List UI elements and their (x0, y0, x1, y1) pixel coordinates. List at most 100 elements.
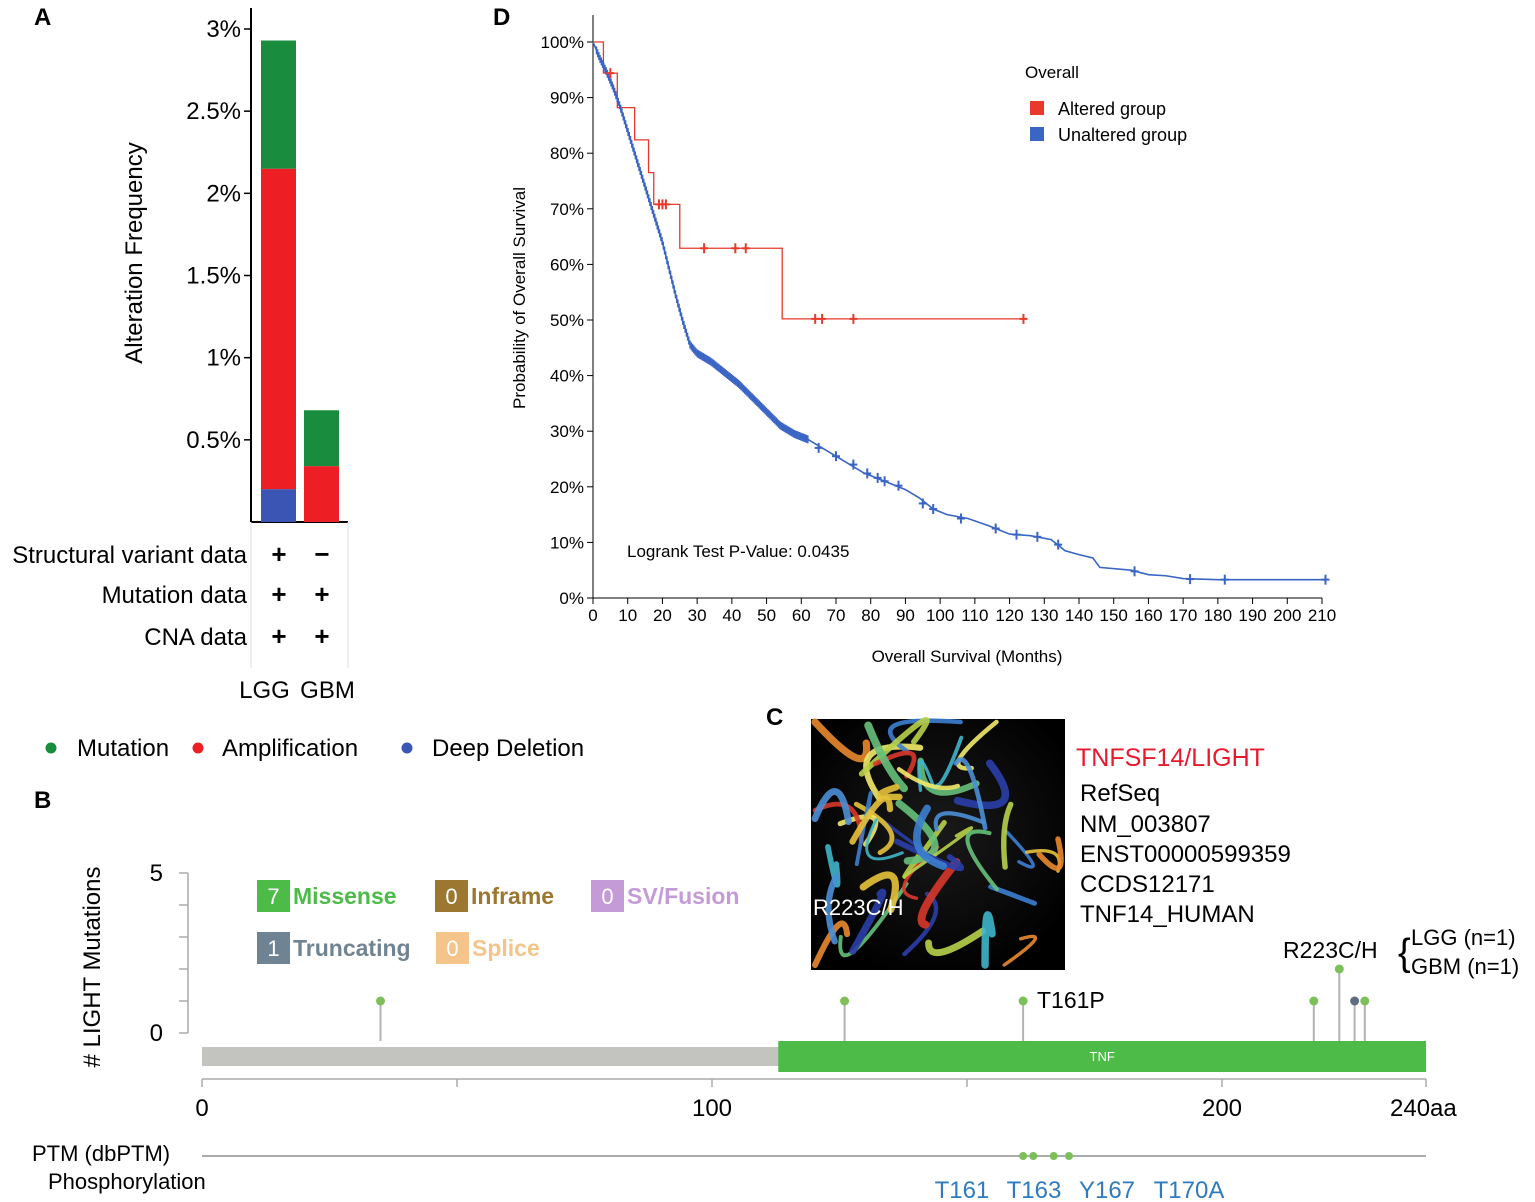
ptm-site-dot (1019, 1152, 1028, 1160)
panel-b-lollipop: # LIGHT Mutations 05 7 Missense 0 Inframe 0 S… (32, 860, 1519, 1202)
panel-d-survival-chart: 0% 10% 20% 30% 40% 50% 60% 70% 80% 90% 100% 0 10 20 30… (510, 15, 1336, 666)
panel-a-row-value: + (271, 539, 286, 569)
legend-label-mutation: Mutation (77, 735, 169, 762)
annotation-brace: { (1398, 932, 1411, 974)
panel-a-bar-chart: Alteration Frequency 0.5%1%1.5%2%2.5%3% … (12, 8, 584, 762)
panel-d-xtick-label: 0 (588, 606, 597, 625)
panel-d-ytick-label: 90% (550, 89, 584, 108)
info-refseq-title: RefSeq (1080, 780, 1160, 807)
protein-ribbon (935, 735, 964, 788)
legend-box-missense (257, 880, 290, 912)
legend-label-sv-fusion: SV/Fusion (627, 883, 739, 909)
lollipop-head-missense[interactable] (1360, 996, 1370, 1006)
protein-ribbon (1002, 934, 1038, 967)
info-ccds-id: CCDS12171 (1080, 871, 1215, 898)
km-curve-altered-group (593, 41, 1024, 320)
panel-label-d: D (493, 4, 510, 31)
legend-count: 1 (267, 936, 279, 961)
ptm-site-label: T170A (1154, 1177, 1225, 1202)
panel-d-xtick-label: 90 (896, 606, 915, 625)
legend-swatch-mutation (45, 742, 57, 754)
panel-d-xtick-label: 80 (861, 606, 880, 625)
legend-count: 0 (445, 884, 457, 909)
legend-label-unaltered-group: Unaltered group (1058, 125, 1187, 145)
bar-lgg-deep-deletion (261, 489, 296, 522)
structure-mutation-label: R223C/H (813, 895, 903, 920)
lollipop-head-missense[interactable] (840, 996, 850, 1006)
panel-d-xtick-label: 60 (792, 606, 811, 625)
legend-swatch-altered-group (1030, 101, 1044, 115)
protein-ribbon (913, 804, 948, 870)
info-ensembl-id: ENST00000599359 (1080, 841, 1291, 868)
protein-ribbon (965, 829, 999, 892)
panel-d-ytick-label: 100% (541, 33, 584, 52)
legend-label-amplification: Amplification (222, 735, 358, 762)
protein-ribbon (933, 811, 987, 832)
panel-d-ytick-label: 80% (550, 144, 584, 163)
panel-d-xtick-label: 50 (757, 606, 776, 625)
legend-count: 7 (267, 884, 279, 909)
protein-ribbon (811, 718, 871, 763)
panel-d-ytick-label: 0% (559, 589, 584, 608)
km-curve-unaltered-group (592, 41, 1326, 581)
panel-a-row-value: + (314, 621, 329, 651)
protein-ribbons (811, 716, 1064, 969)
panel-d-xlabel: Overall Survival (Months) (872, 647, 1063, 666)
legend-label-truncating: Truncating (293, 935, 411, 961)
annotation-gbm: GBM (n=1) (1411, 954, 1519, 979)
panel-b-ytick-label: 5 (150, 860, 163, 887)
protein-ribbon (1004, 829, 1035, 869)
ptm-title: PTM (dbPTM) (32, 1141, 170, 1166)
panel-d-xtick-label: 170 (1169, 606, 1197, 625)
panel-d-xtick-label: 70 (827, 606, 846, 625)
legend-count: 0 (601, 884, 613, 909)
ptm-site-label: T161 (935, 1177, 990, 1202)
lollipop-head-missense[interactable] (1018, 996, 1028, 1006)
panel-d-ytick-label: 30% (550, 422, 584, 441)
legend-label-altered-group: Altered group (1058, 99, 1166, 119)
panel-d-ytick-label: 70% (550, 200, 584, 219)
protein-ribbon (825, 873, 840, 945)
panel-label-c: C (766, 704, 783, 731)
panel-d-xtick-label: 40 (722, 606, 741, 625)
panel-d-xtick-label: 140 (1065, 606, 1093, 625)
legend-box-truncating (257, 932, 290, 964)
panel-d-xtick-label: 120 (995, 606, 1023, 625)
bar-gbm-mutation (304, 410, 339, 467)
panel-d-ylabel: Probability of Overall Survival (510, 187, 529, 409)
protein-ribbon (825, 844, 841, 888)
protein-ribbon (895, 799, 939, 865)
protein-ribbon (925, 927, 987, 957)
ptm-site-label: Y167 (1079, 1177, 1135, 1202)
lollipop-head-missense[interactable] (1309, 996, 1319, 1006)
panel-d-legend-title: Overall (1025, 63, 1079, 82)
panel-d-xtick-label: 180 (1204, 606, 1232, 625)
protein-ribbon (1001, 801, 1014, 870)
panel-b-ylabel: # LIGHT Mutations (79, 867, 106, 1068)
panel-a-row-value: − (314, 539, 329, 569)
panel-a-row-label: Mutation data (102, 582, 248, 609)
panel-c-structure: R223C/H TNFSF14/LIGHT RefSeq NM_003807 E… (811, 716, 1291, 970)
panel-a-row-label: Structural variant data (12, 542, 247, 569)
lollipop-head-missense[interactable] (1334, 964, 1344, 974)
protein-ribbon (854, 791, 873, 867)
ptm-site-dot (1049, 1152, 1058, 1160)
panel-d-xtick-label: 210 (1308, 606, 1336, 625)
tnf-domain (778, 1041, 1426, 1072)
legend-count: 0 (446, 936, 458, 961)
lollipop-head-truncating[interactable] (1350, 996, 1360, 1006)
panel-b-xtick-label: 240aa (1390, 1095, 1457, 1122)
legend-box-splice (436, 932, 469, 964)
panel-b-ytick-label: 0 (150, 1020, 163, 1047)
panel-a-ylabel: Alteration Frequency (121, 142, 148, 363)
panel-d-xtick-label: 160 (1134, 606, 1162, 625)
lollipop-head-missense[interactable] (376, 996, 385, 1006)
annotation-lgg: LGG (n=1) (1411, 925, 1516, 950)
panel-d-ytick-label: 50% (550, 311, 584, 330)
legend-label-missense: Missense (293, 883, 397, 909)
panel-b-xtick-label: 0 (195, 1095, 208, 1122)
panel-label-a: A (34, 4, 51, 31)
panel-d-xtick-label: 20 (653, 606, 672, 625)
panel-d-ytick-label: 20% (550, 478, 584, 497)
